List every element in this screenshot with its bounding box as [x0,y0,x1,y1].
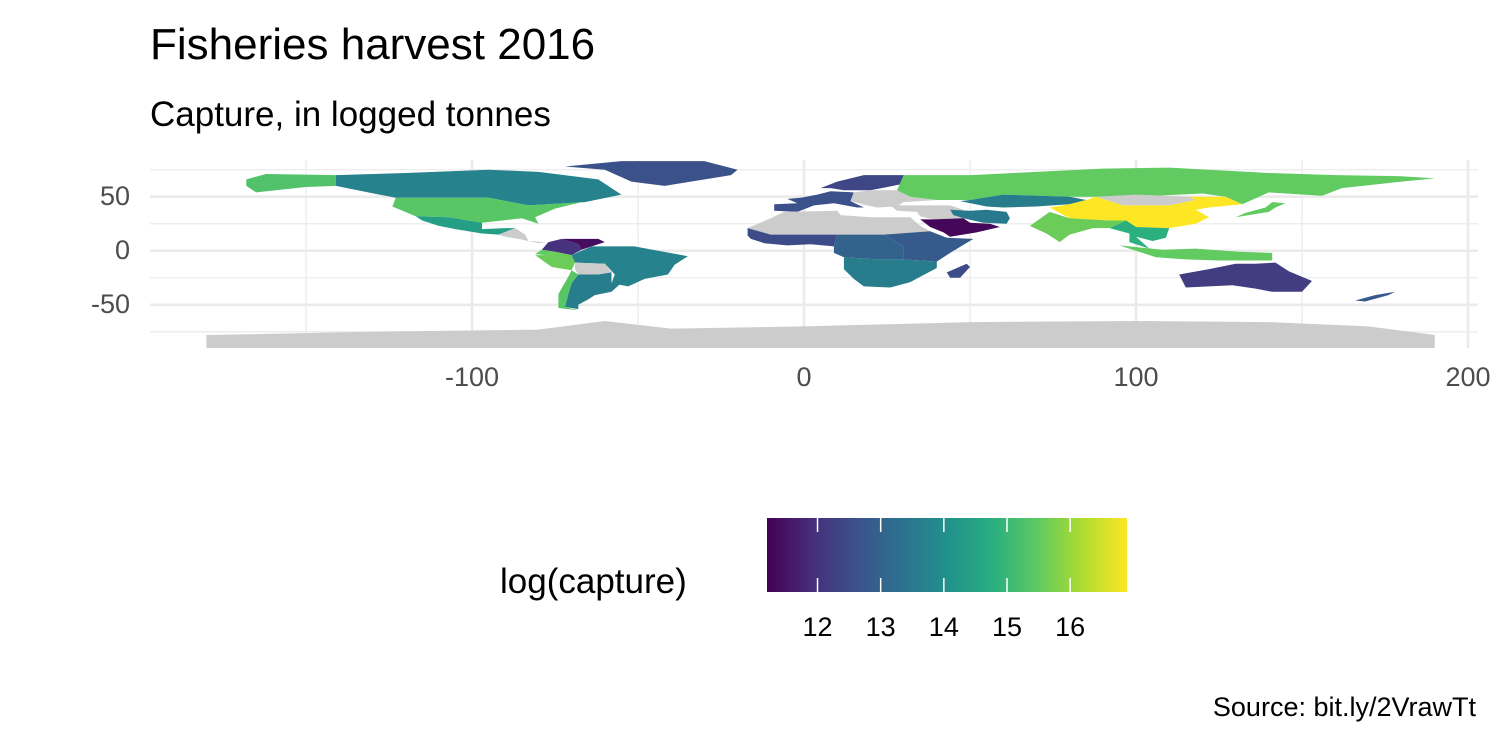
x-tick-label: 0 [796,362,812,392]
region-canada [335,169,622,206]
legend-tick-label: 13 [865,612,896,642]
legend-tick-label: 16 [1055,612,1086,642]
region-australia [1179,262,1312,292]
region-central-africa [833,234,904,260]
chart-subtitle: Capture, in logged tonnes [150,95,551,134]
region-southeast-asia [1109,220,1170,249]
region-western-europe [774,191,864,212]
region-peru [535,251,575,271]
region-indonesia [1119,245,1273,261]
region-colombia [541,238,582,256]
legend-tick-label: 12 [802,612,833,642]
x-tick-label: 100 [1113,362,1159,392]
legend-colorbar [767,518,1127,592]
region-ecuador [535,249,555,256]
region-united-states [392,197,582,224]
region-brazil [571,246,688,287]
region-north-africa [747,210,931,235]
legend-tick-label: 14 [928,612,959,642]
region-chile [558,270,579,311]
chart-title: Fisheries harvest 2016 [150,20,596,69]
map-regions [206,161,1435,348]
chart-caption: Source: bit.ly/2VrawTt [1212,692,1476,722]
region-india [1029,211,1127,243]
region-japan [1235,202,1286,218]
region-venezuela [561,238,605,250]
region-madagascar [946,263,970,278]
region-argentina [565,272,625,310]
region-mongolia [1096,194,1196,206]
region-russia [897,167,1435,205]
region-east-africa [883,231,974,262]
region-central-america [498,228,546,244]
region-scandinavia [820,175,904,191]
region-china [1049,196,1243,229]
region-mexico [415,216,516,235]
y-tick-label: 50 [99,180,130,211]
x-tick-label: -100 [445,362,500,392]
legend-tick-label: 15 [991,612,1023,642]
region-greenland [565,161,738,186]
y-tick-label: -50 [90,288,130,319]
region-antarctica [206,321,1435,348]
region-alaska [246,174,336,193]
region-iran [950,209,1010,224]
region-kazakhstan [960,194,1087,208]
x-tick-label: 200 [1445,362,1491,392]
region-bolivia [575,262,612,275]
region-new-zealand [1355,291,1395,302]
region-saudi-arabia [920,218,1000,237]
y-tick-label: 0 [114,234,130,265]
region-west-africa [747,228,838,247]
region-southern-africa [843,257,937,288]
legend-title: log(capture) [500,562,687,601]
region-eastern-europe [850,190,937,208]
region-middle-east [890,205,964,220]
